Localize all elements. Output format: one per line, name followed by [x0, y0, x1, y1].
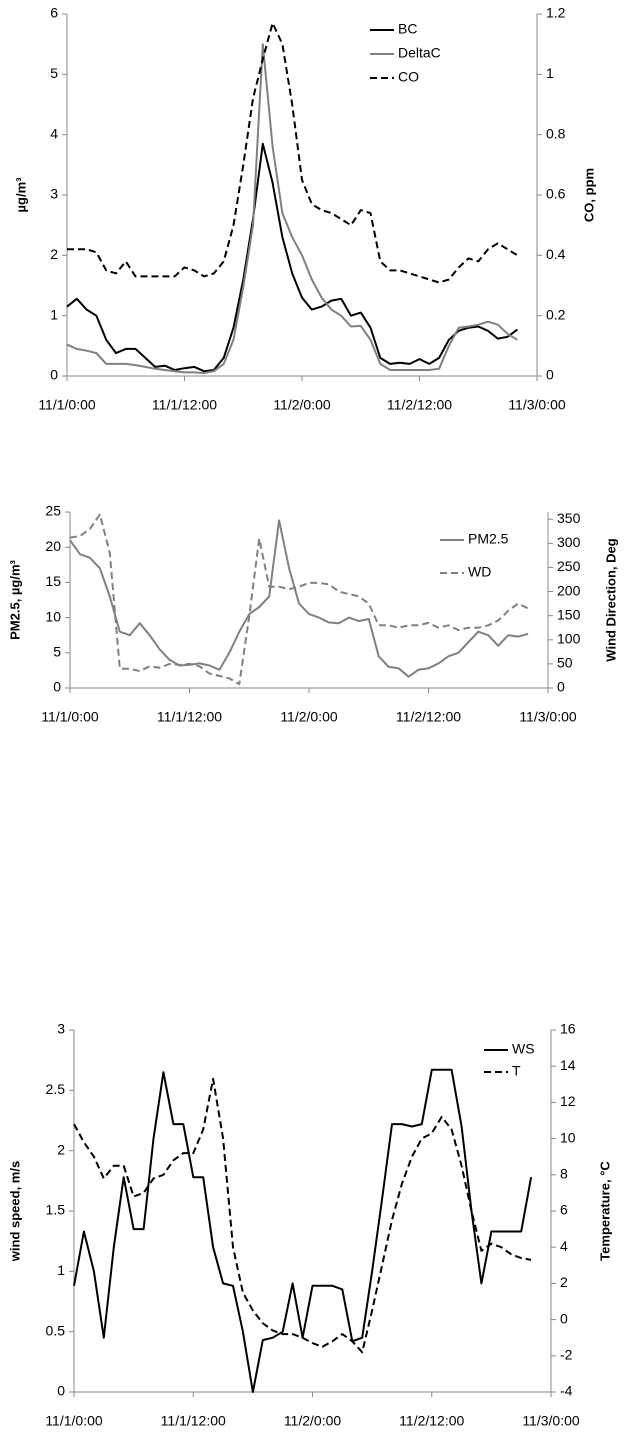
- x-tick-label: 11/1/0:00: [38, 397, 96, 413]
- y2-tick-label: 200: [557, 582, 581, 598]
- series-line: [69, 519, 529, 678]
- y2-tick-label: 2: [560, 1274, 568, 1290]
- y2-tick-label: 1.2: [546, 5, 566, 21]
- y2-tick-label: 10: [560, 1129, 576, 1145]
- y2-tick-label: 0: [546, 367, 554, 383]
- y2-tick-label: 350: [557, 510, 581, 526]
- y2-tick-label: -2: [560, 1347, 573, 1363]
- y2-tick-label: 50: [557, 655, 573, 671]
- y2-tick-label: 100: [557, 630, 581, 646]
- y-tick-label: 2.5: [46, 1081, 66, 1097]
- y2-axis-label: Temperature, °C: [597, 1161, 612, 1261]
- y-tick-label: 0: [57, 1383, 65, 1399]
- legend-label: BC: [398, 21, 417, 37]
- x-tick-label: 11/2/12:00: [387, 397, 452, 413]
- series-line: [73, 1077, 532, 1354]
- y-tick-label: 3: [50, 186, 58, 202]
- y2-tick-label: 14: [560, 1057, 576, 1073]
- y-tick-label: 2: [57, 1141, 65, 1157]
- x-tick-label: 11/1/12:00: [152, 397, 217, 413]
- series-line: [67, 22, 518, 284]
- y2-tick-label: 6: [560, 1202, 568, 1218]
- y-tick-label: 25: [45, 503, 61, 519]
- y2-tick-label: 0.8: [546, 125, 566, 141]
- y2-tick-label: 4: [560, 1238, 568, 1254]
- legend-label: PM2.5: [468, 531, 509, 547]
- y-axis-label: PM2.5, µg/m³: [7, 559, 22, 639]
- y-tick-label: 6: [50, 5, 58, 21]
- x-tick-label: 11/1/0:00: [41, 709, 99, 725]
- series-line: [66, 43, 518, 374]
- y2-tick-label: 0: [560, 1310, 568, 1326]
- y-tick-label: 2: [50, 246, 58, 262]
- legend-label: WS: [512, 1041, 535, 1057]
- y2-tick-label: 0.2: [546, 306, 566, 322]
- y-axis-label: wind speed, m/s: [7, 1161, 22, 1262]
- y-tick-label: 0: [50, 367, 58, 383]
- y-tick-label: 1: [50, 306, 58, 322]
- y2-tick-label: 300: [557, 534, 581, 550]
- y-tick-label: 0: [53, 679, 61, 695]
- x-tick-label: 11/2/12:00: [399, 1413, 464, 1429]
- y2-tick-label: 0.6: [546, 186, 566, 202]
- x-tick-label: 11/1/12:00: [157, 709, 222, 725]
- y-axis-label: µg/m³: [13, 177, 28, 213]
- y-tick-label: 15: [45, 573, 61, 589]
- y-tick-label: 4: [50, 125, 58, 141]
- y2-tick-label: 8: [560, 1166, 568, 1182]
- series-line: [66, 142, 518, 373]
- y2-tick-label: 16: [560, 1021, 576, 1037]
- x-tick-label: 11/2/12:00: [396, 709, 461, 725]
- legend-label: DeltaC: [398, 45, 441, 61]
- legend-label: T: [512, 1063, 521, 1079]
- x-tick-label: 11/2/0:00: [273, 397, 331, 413]
- x-tick-label: 11/2/0:00: [280, 709, 338, 725]
- y-tick-label: 20: [45, 538, 61, 554]
- x-tick-label: 11/3/0:00: [522, 1413, 580, 1429]
- x-tick-label: 11/3/0:00: [508, 397, 566, 413]
- y-tick-label: 10: [45, 608, 61, 624]
- x-tick-label: 11/1/0:00: [45, 1413, 103, 1429]
- y2-tick-label: 0: [557, 679, 565, 695]
- y-tick-label: 1: [57, 1262, 65, 1278]
- x-tick-label: 11/2/0:00: [284, 1413, 342, 1429]
- y-tick-label: 5: [50, 65, 58, 81]
- y2-tick-label: 150: [557, 606, 581, 622]
- series-line: [69, 513, 529, 686]
- y2-tick-label: 12: [560, 1093, 576, 1109]
- y-tick-label: 1.5: [46, 1202, 66, 1218]
- x-tick-label: 11/3/0:00: [519, 709, 577, 725]
- series-line: [73, 1068, 533, 1393]
- y2-tick-label: -4: [560, 1383, 573, 1399]
- y2-tick-label: 0.4: [546, 246, 566, 262]
- y-tick-label: 3: [57, 1021, 65, 1037]
- y2-tick-label: 1: [546, 65, 554, 81]
- y2-axis-label: CO, ppm: [581, 168, 596, 222]
- x-tick-label: 11/1/12:00: [161, 1413, 226, 1429]
- y-tick-label: 5: [53, 644, 61, 660]
- legend-label: WD: [468, 564, 491, 580]
- y-tick-label: 0.5: [46, 1322, 66, 1338]
- y2-axis-label: Wind Direction, Deg: [603, 538, 618, 661]
- legend-label: CO: [398, 69, 419, 85]
- y2-tick-label: 250: [557, 558, 581, 574]
